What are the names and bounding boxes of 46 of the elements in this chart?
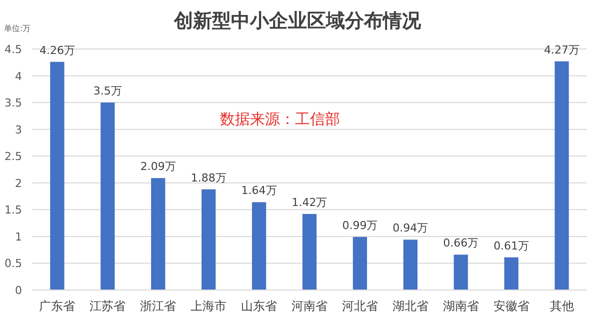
y-tick-label: 1.5 bbox=[4, 204, 22, 217]
bar bbox=[302, 214, 317, 290]
bar bbox=[50, 62, 64, 290]
x-tick-label: 其他 bbox=[550, 299, 574, 313]
bar bbox=[151, 178, 166, 290]
x-tick-label: 上海市 bbox=[190, 299, 227, 313]
bar bbox=[252, 202, 266, 290]
x-tick-label: 河南省 bbox=[292, 299, 328, 313]
data-label: 0.61万 bbox=[494, 239, 530, 252]
y-tick-label: 2 bbox=[15, 176, 22, 190]
data-label: 1.42万 bbox=[292, 196, 328, 209]
y-tick-label: 4.5 bbox=[4, 43, 22, 56]
x-tick-label: 江苏省 bbox=[90, 299, 126, 313]
data-label: 4.27万 bbox=[544, 43, 580, 56]
x-tick-label: 河北省 bbox=[342, 299, 378, 313]
bar bbox=[100, 102, 115, 290]
y-tick-label: 1 bbox=[15, 230, 22, 244]
y-tick-label: 0.5 bbox=[4, 257, 22, 270]
data-label: 1.64万 bbox=[241, 184, 277, 198]
x-tick-label: 广东省 bbox=[39, 299, 76, 313]
bar bbox=[454, 254, 468, 290]
annotation: 数据来源：工信部 bbox=[220, 110, 340, 128]
bar bbox=[504, 257, 518, 290]
data-label: 0.94万 bbox=[392, 222, 428, 235]
x-tick-label: 山东省 bbox=[241, 299, 278, 313]
bar bbox=[403, 240, 418, 290]
x-tick-label: 浙江省 bbox=[140, 299, 176, 313]
y-tick-label: 2.5 bbox=[4, 150, 22, 164]
data-label: 0.99万 bbox=[342, 218, 378, 232]
y-tick-label: 3.5 bbox=[4, 96, 22, 110]
bar bbox=[554, 61, 569, 290]
x-tick-label: 安徽省 bbox=[493, 299, 530, 313]
x-tick-label: 湖北省 bbox=[392, 299, 428, 313]
y-tick-label: 4 bbox=[15, 70, 22, 83]
data-label: 1.88万 bbox=[190, 171, 226, 184]
chart-title: 创新型中小企业区域分布情况 bbox=[173, 10, 422, 32]
data-label: 4.26万 bbox=[39, 44, 75, 57]
data-label: 3.5万 bbox=[93, 84, 122, 98]
bar bbox=[352, 236, 368, 290]
bar bbox=[202, 189, 216, 290]
y-tick-label: 3 bbox=[15, 123, 22, 136]
x-tick-label: 湖南省 bbox=[442, 299, 479, 313]
data-label: 2.09万 bbox=[140, 160, 176, 174]
data-label: 0.66万 bbox=[443, 236, 479, 250]
y-tick-label: 0 bbox=[15, 284, 22, 297]
y-axis-title: 单位:万 bbox=[4, 24, 31, 33]
